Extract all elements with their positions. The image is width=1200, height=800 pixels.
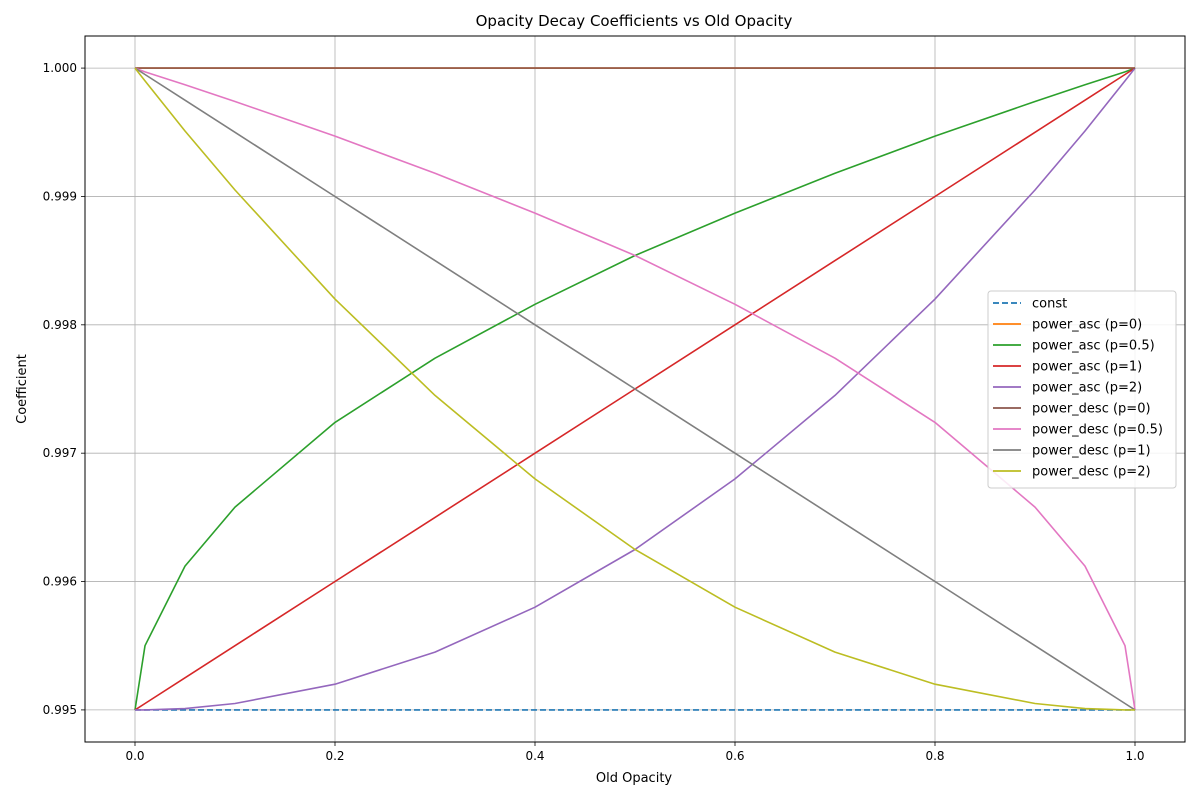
series-line-8 [134,67,1135,711]
x-tick-label: 1.0 [1125,749,1144,763]
legend-label: power_desc (p=2) [1032,465,1151,480]
series-line-6 [134,67,1136,711]
legend-box [987,290,1177,489]
legend-label: power_desc (p=1) [1032,444,1151,459]
legend-label: const [1032,297,1067,312]
legend-label: power_desc (p=0) [1032,402,1151,417]
legend-label: power_asc (p=1) [1032,360,1142,375]
x-axis-label: Old Opacity [596,771,673,786]
legend-label: power_asc (p=2) [1032,381,1142,396]
x-tick-label: 0.0 [125,749,144,763]
x-tick-label: 0.8 [925,749,944,763]
legend-label: power_desc (p=0.5) [1032,423,1163,438]
y-tick-label: 0.999 [43,189,77,203]
series-group [134,67,1136,711]
y-tick-label: 0.998 [43,318,77,332]
y-tick-label: 1.000 [43,61,77,75]
chart-title: Opacity Decay Coefficients vs Old Opacit… [476,12,793,30]
x-tick-label: 0.6 [725,749,744,763]
y-tick-label: 0.996 [43,575,77,589]
x-tick-label: 0.4 [525,749,544,763]
y-axis: 0.995 0.996 0.997 0.998 0.999 1.000 [43,61,85,717]
x-axis: 0.0 0.2 0.4 0.6 0.8 1.0 [125,742,1145,763]
legend-label: power_asc (p=0.5) [1032,339,1155,354]
y-axis-label: Coefficient [15,354,30,424]
legend-label: power_asc (p=0) [1032,318,1142,333]
x-tick-label: 0.2 [325,749,344,763]
legend: const power_asc (p=0) power_asc (p=0.5) pow… [987,290,1177,489]
y-tick-label: 0.997 [43,446,77,460]
series-line-7 [134,67,1136,711]
y-tick-label: 0.995 [43,703,77,717]
plot-frame [84,35,1186,743]
